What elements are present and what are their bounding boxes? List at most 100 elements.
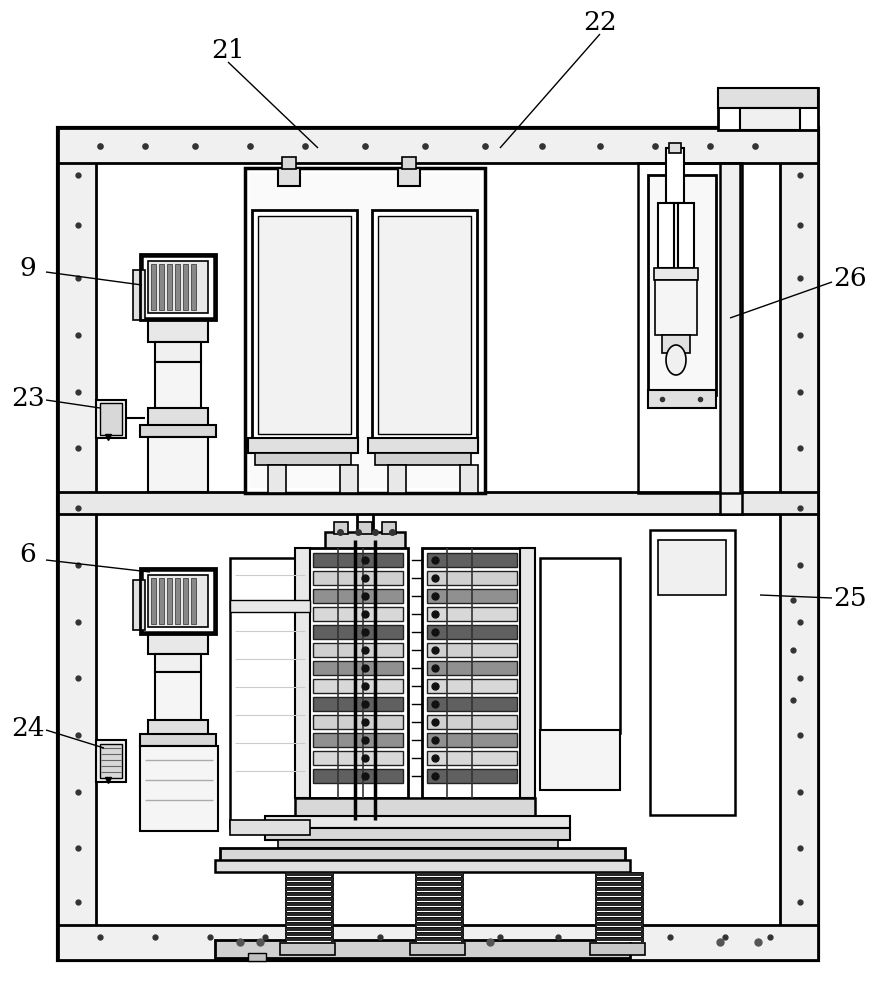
Bar (595, 897, 642, 901)
Bar (416, 921, 461, 922)
Bar (416, 896, 461, 897)
Text: 24: 24 (12, 716, 45, 740)
Bar (677, 203, 693, 268)
Bar (287, 881, 330, 882)
Bar (426, 715, 517, 729)
Bar (415, 932, 462, 936)
Bar (415, 872, 462, 876)
Bar (248, 953, 266, 961)
Text: 9: 9 (19, 255, 36, 280)
Bar (284, 897, 332, 901)
Bar (214, 940, 629, 958)
Ellipse shape (665, 345, 685, 375)
Bar (409, 943, 464, 955)
Bar (415, 937, 462, 941)
Bar (596, 881, 641, 882)
Bar (277, 168, 299, 186)
Bar (657, 203, 673, 268)
Text: 23: 23 (12, 385, 45, 410)
Bar (155, 672, 201, 722)
Bar (426, 625, 517, 639)
Bar (284, 892, 332, 896)
Bar (416, 891, 461, 892)
Bar (426, 553, 517, 567)
Bar (653, 268, 697, 280)
Bar (148, 408, 207, 426)
Bar (295, 798, 534, 816)
Bar (426, 751, 517, 765)
Bar (58, 128, 817, 960)
Bar (140, 254, 216, 320)
Bar (268, 465, 285, 493)
Bar (159, 264, 164, 310)
Bar (426, 643, 517, 657)
Bar (133, 580, 144, 630)
Bar (140, 734, 216, 746)
Bar (648, 175, 715, 395)
Bar (661, 335, 689, 353)
Bar (313, 553, 402, 567)
Bar (155, 362, 201, 410)
Bar (287, 911, 330, 912)
Bar (183, 578, 188, 624)
Bar (287, 891, 330, 892)
Bar (426, 769, 517, 783)
Bar (287, 921, 330, 922)
Bar (220, 848, 625, 863)
Bar (358, 522, 371, 534)
Bar (313, 625, 402, 639)
Bar (96, 400, 126, 438)
Bar (426, 661, 517, 675)
Text: 22: 22 (582, 10, 616, 35)
Bar (214, 860, 629, 872)
Bar (287, 931, 330, 932)
Bar (649, 530, 734, 815)
Bar (265, 828, 570, 840)
Bar (313, 589, 402, 603)
Bar (287, 916, 330, 917)
Bar (589, 943, 644, 955)
Bar (596, 886, 641, 887)
Bar (519, 548, 534, 798)
Bar (595, 892, 642, 896)
Bar (167, 578, 172, 624)
Bar (426, 589, 517, 603)
Bar (313, 679, 402, 693)
Bar (426, 733, 517, 747)
Bar (595, 907, 642, 911)
Bar (665, 148, 683, 203)
Bar (377, 216, 470, 434)
Bar (284, 922, 332, 926)
Bar (250, 173, 479, 488)
Bar (252, 210, 356, 440)
Bar (415, 897, 462, 901)
Bar (416, 886, 461, 887)
Bar (416, 931, 461, 932)
Bar (717, 88, 817, 130)
Bar (426, 571, 517, 585)
Text: 21: 21 (211, 38, 245, 63)
Bar (313, 607, 402, 621)
Bar (155, 654, 201, 672)
Bar (148, 437, 207, 492)
Bar (307, 548, 408, 798)
Bar (595, 902, 642, 906)
Bar (415, 922, 462, 926)
Bar (258, 216, 351, 434)
Bar (287, 876, 330, 877)
Bar (368, 438, 478, 453)
Bar (415, 907, 462, 911)
Bar (415, 912, 462, 916)
Bar (596, 916, 641, 917)
Bar (668, 143, 680, 153)
Bar (287, 886, 330, 887)
Bar (140, 425, 216, 437)
Bar (287, 906, 330, 907)
Bar (637, 163, 739, 493)
Bar (596, 911, 641, 912)
Bar (58, 492, 817, 514)
Bar (595, 882, 642, 886)
Bar (313, 643, 402, 657)
Bar (415, 887, 462, 891)
Bar (739, 108, 799, 130)
